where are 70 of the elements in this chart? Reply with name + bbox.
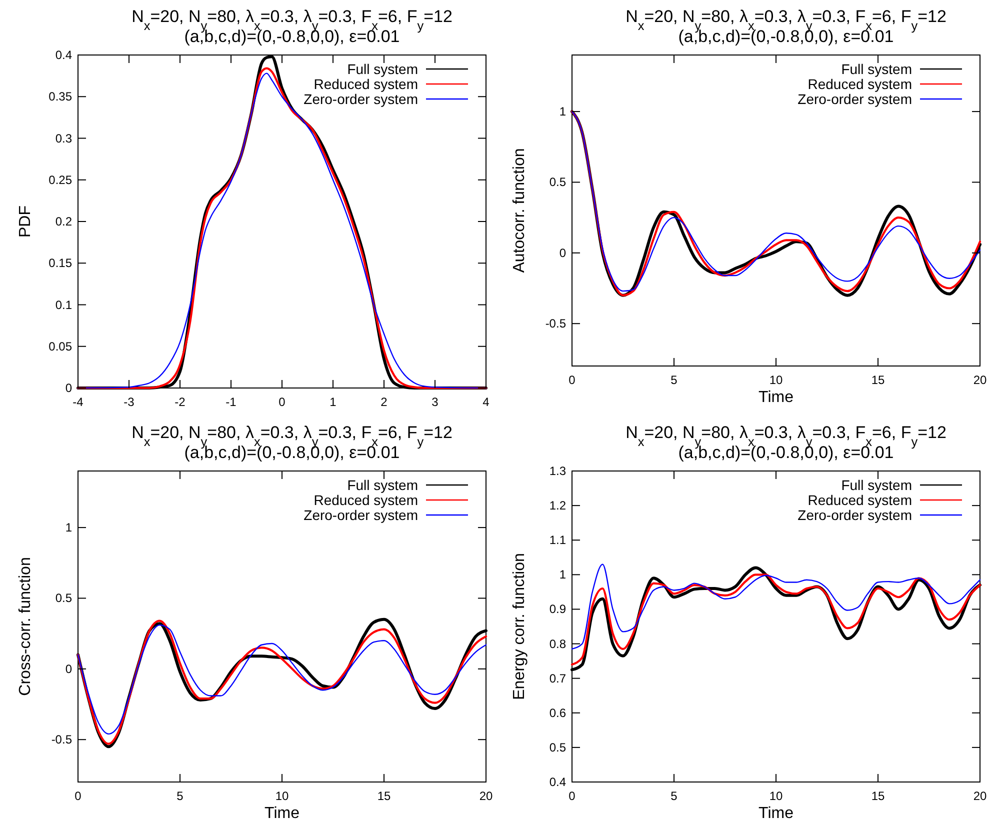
y-tick-label: 0.7: [549, 671, 566, 686]
x-tick-label: -3: [124, 395, 135, 409]
x-tick-label: 10: [769, 789, 783, 803]
x-tick-label: 2: [380, 395, 388, 409]
x-tick-label: 20: [973, 789, 987, 803]
y-axis-title: Cross-corr. function: [17, 557, 34, 696]
y-tick-label: -0.5: [545, 316, 566, 331]
x-tick-label: 15: [871, 789, 885, 803]
x-tick-label: 0: [568, 789, 576, 803]
y-tick-label: 1.3: [549, 464, 566, 478]
y-tick-label: 0.3: [55, 131, 72, 146]
y-tick-label: 0.1: [55, 298, 72, 312]
x-tick-label: 0: [278, 395, 286, 409]
y-tick-label: 0.15: [48, 256, 72, 270]
x-tick-label: 1: [330, 395, 337, 409]
y-tick-label: 0.4: [55, 48, 72, 62]
y-tick-label: 0.35: [48, 90, 72, 104]
y-tick-label: 0.5: [55, 591, 72, 606]
y-tick-label: 0.8: [549, 636, 566, 651]
x-tick-label: -4: [72, 395, 84, 409]
x-tick-label: 5: [176, 789, 184, 803]
y-tick-label: 0.6: [549, 706, 566, 720]
x-tick-label: 10: [769, 373, 783, 387]
x-tick-label: 10: [275, 789, 289, 803]
x-tick-label: 4: [482, 395, 490, 409]
x-tick-label: 3: [432, 395, 439, 409]
x-tick-label: -2: [174, 395, 186, 409]
y-tick-label: -0.5: [51, 732, 72, 747]
x-axis-title: Time: [758, 805, 794, 822]
x-tick-label: 15: [377, 789, 391, 803]
x-tick-label: 15: [871, 373, 885, 387]
y-tick-label: 0.5: [549, 175, 566, 190]
y-axis-title: Energy corr. function: [511, 553, 528, 700]
legend-label: Full system: [841, 477, 912, 493]
legend-label: Full system: [841, 61, 912, 77]
line-series: [571, 564, 981, 650]
x-tick-label: 5: [670, 789, 678, 803]
legend-label: Reduced system: [314, 492, 418, 508]
x-axis-title: Time: [758, 389, 794, 406]
y-tick-label: 1: [65, 520, 72, 535]
y-tick-label: 0: [65, 662, 72, 676]
x-axis-title: Time: [264, 805, 300, 822]
legend-label: Zero-order system: [798, 507, 912, 523]
y-tick-label: 0.05: [48, 339, 72, 354]
legend-label: Reduced system: [808, 76, 912, 92]
y-tick-label: 0.2: [55, 214, 72, 228]
x-tick-label: 5: [670, 373, 678, 387]
y-tick-label: 1.1: [549, 533, 566, 548]
y-tick-label: 1: [559, 568, 566, 582]
y-axis-title: Autocorr. function: [511, 148, 528, 273]
y-tick-label: 0: [559, 246, 566, 260]
legend-label: Zero-order system: [304, 91, 418, 107]
y-tick-label: 1: [559, 104, 566, 119]
y-tick-label: 0.25: [48, 172, 72, 187]
x-tick-label: 20: [973, 373, 987, 387]
legend-label: Full system: [347, 61, 418, 77]
legend-label: Reduced system: [808, 492, 912, 508]
y-tick-label: 0.4: [549, 775, 566, 789]
x-tick-label: 0: [568, 373, 576, 387]
x-tick-label: 0: [74, 789, 82, 803]
legend-label: Zero-order system: [798, 91, 912, 107]
y-axis-title: PDF: [17, 205, 34, 238]
y-tick-label: 0.5: [549, 740, 566, 754]
y-tick-label: 1.2: [549, 498, 566, 513]
legend-label: Full system: [347, 477, 418, 493]
legend-label: Zero-order system: [304, 507, 418, 523]
y-tick-label: 0.9: [549, 602, 566, 616]
x-tick-label: 20: [479, 789, 493, 803]
x-tick-label: -1: [226, 395, 237, 409]
legend-label: Reduced system: [314, 76, 418, 92]
